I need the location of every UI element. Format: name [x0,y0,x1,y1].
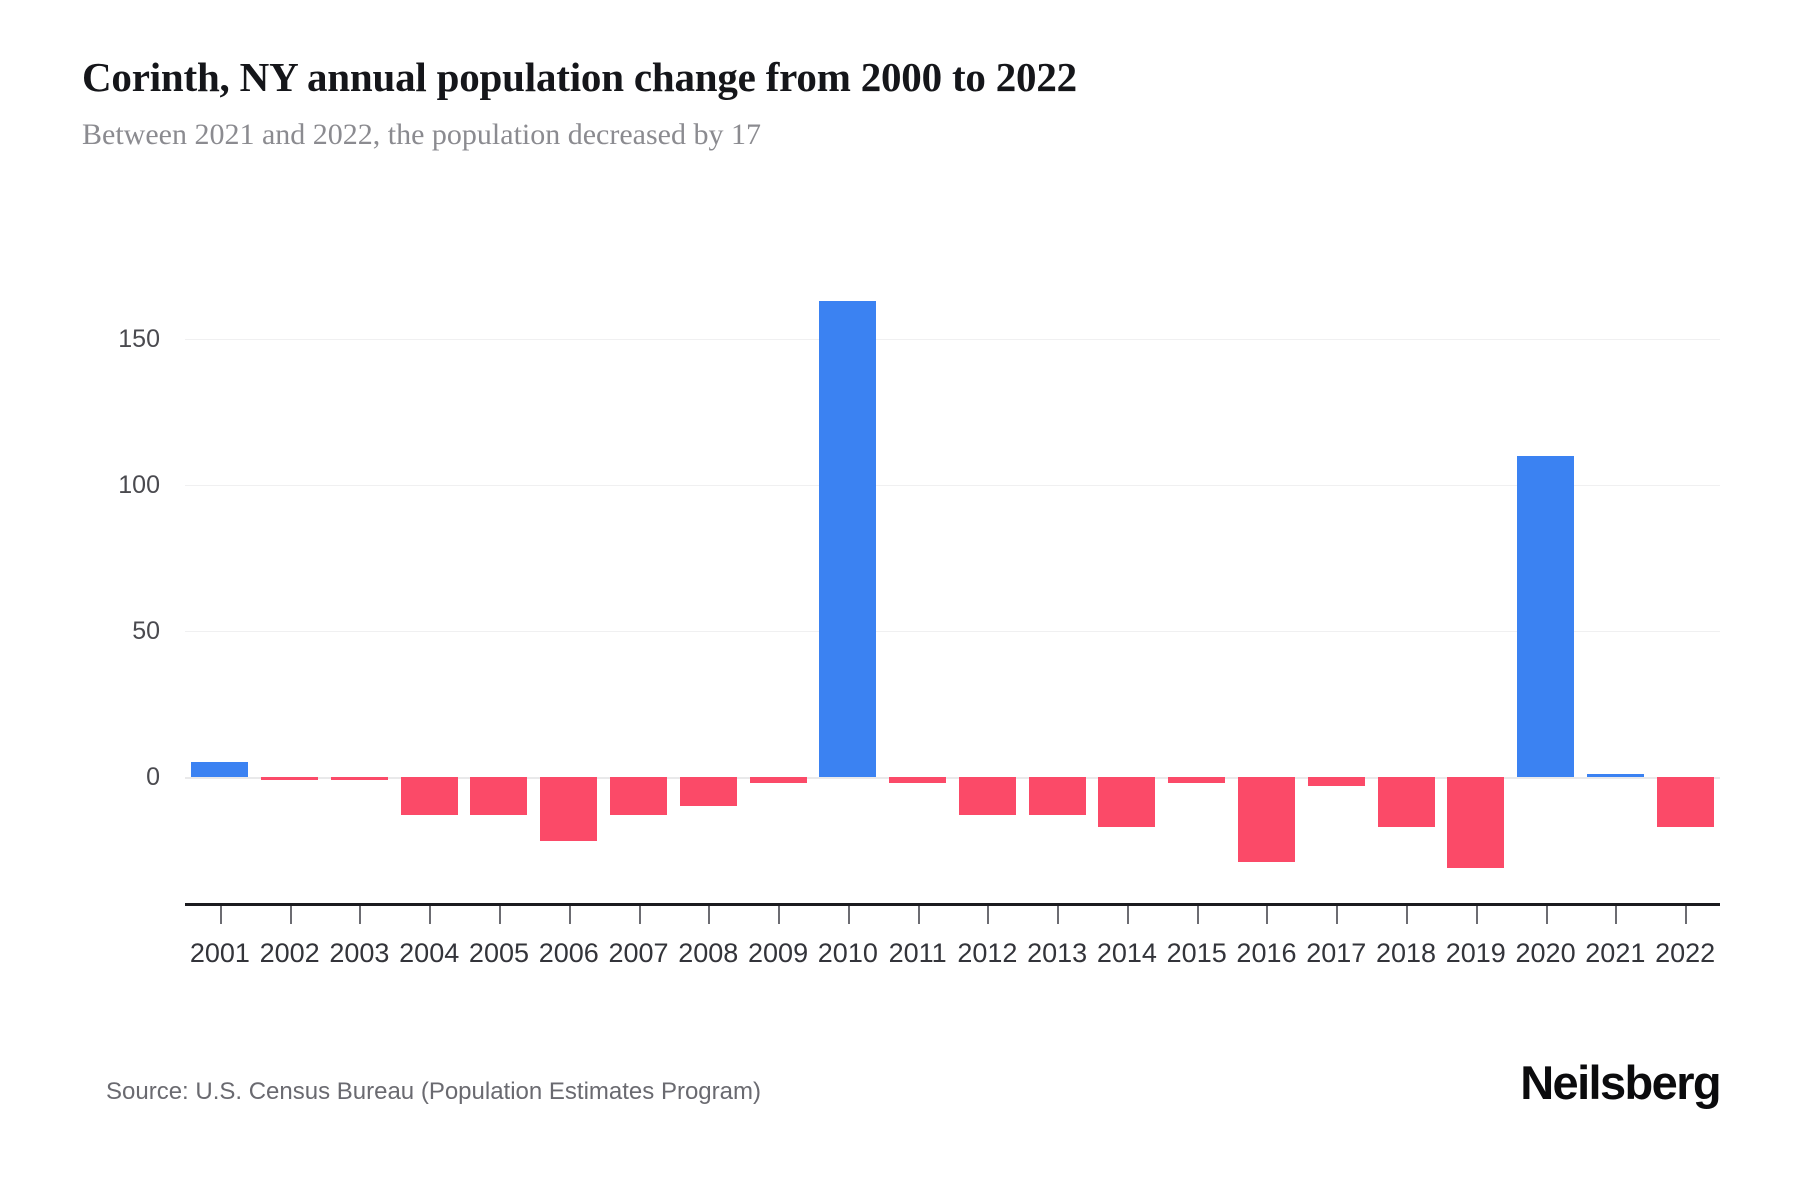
bar-2015[interactable] [1168,777,1226,783]
x-axis-tick [1266,906,1269,924]
x-axis-tick-label: 2016 [1236,938,1297,968]
x-axis-tick-label: 2014 [1096,938,1157,968]
x-axis-line [185,903,1720,906]
bar-2005[interactable] [470,777,528,815]
x-axis-tick [917,906,920,924]
x-axis-tick [498,906,501,924]
x-axis-tick-label: 2019 [1445,938,1506,968]
bar-2021[interactable] [1586,774,1644,777]
x-axis-tick-label: 2006 [538,938,599,968]
x-axis-tick-label: 2015 [1166,938,1227,968]
bar-2017[interactable] [1307,777,1365,786]
x-axis-tick [1545,906,1548,924]
y-axis-tick-label: 0 [146,763,160,791]
bar-2011[interactable] [889,777,947,783]
x-axis-tick [1336,906,1339,924]
bar-2020[interactable] [1517,455,1575,777]
x-axis-tick-label: 2018 [1375,938,1437,968]
y-axis-tick-label: 150 [118,325,160,353]
chart-header: Corinth, NY annual population change fro… [82,52,1702,155]
gridline [185,339,1720,340]
x-axis-tick [1475,906,1478,924]
x-axis-tick [359,906,362,924]
x-axis-tick-label: 2009 [748,938,809,968]
x-axis-tick-label: 2007 [608,938,669,968]
bar-2004[interactable] [400,777,458,815]
x-axis-tick-label: 2002 [259,938,320,968]
bar-2007[interactable] [610,777,668,815]
bar-2016[interactable] [1237,777,1295,862]
x-axis-tick-label: 2013 [1027,938,1088,968]
bar-2001[interactable] [191,762,249,777]
source-note: Source: U.S. Census Bureau (Population E… [106,1078,761,1105]
bar-2013[interactable] [1028,777,1086,815]
bar-2009[interactable] [749,777,807,783]
x-axis-tick [568,906,571,924]
x-axis-tick-label: 2001 [189,938,250,968]
x-axis-tick [847,906,850,924]
x-axis-tick [987,906,990,924]
x-axis-tick-label: 2011 [888,938,947,968]
chart-subtitle: Between 2021 and 2022, the population de… [82,118,761,151]
x-axis-tick-label: 2004 [399,938,460,968]
x-axis-tick-label: 2008 [678,938,739,968]
x-axis-tick [1057,906,1060,924]
x-axis-tick-label: 2017 [1306,938,1367,968]
bar-2018[interactable] [1377,777,1435,827]
y-axis-tick-label: 50 [132,617,160,645]
gridline [185,631,1720,632]
bar-2019[interactable] [1447,777,1505,868]
x-axis-tick [708,906,711,924]
bar-2022[interactable] [1656,777,1714,827]
bar-2006[interactable] [540,777,598,842]
bar-2002[interactable] [261,777,319,780]
x-axis-tick [638,906,641,924]
bar-series [185,0,1720,1200]
y-axis-tick-label: 100 [118,471,160,499]
x-axis-tick-label: 2020 [1515,938,1576,968]
x-axis-tick [1126,906,1129,924]
x-axis-tick-label: 2022 [1655,938,1716,968]
bar-2014[interactable] [1098,777,1156,827]
gridlines [185,0,1720,1200]
zero-baseline [185,777,1720,779]
gridline [185,485,1720,486]
x-axis-tick-label: 2012 [957,938,1018,968]
bar-2003[interactable] [330,777,388,780]
page-title: Corinth, NY annual population change fro… [82,54,1077,100]
x-axis-tick [778,906,781,924]
brand-logo: Neilsberg [1520,1056,1721,1109]
x-axis-tick [1406,906,1409,924]
x-axis-tick [1615,906,1618,924]
x-axis-tick-label: 2003 [329,938,390,968]
x-axis-tick-label: 2010 [817,938,878,968]
bar-2010[interactable] [819,301,877,777]
x-axis-tick-label: 2005 [468,938,530,968]
x-axis-tick [1196,906,1199,924]
x-axis-tick [429,906,432,924]
bar-2008[interactable] [679,777,737,807]
x-axis-tick [289,906,292,924]
x-axis-tick [1685,906,1688,924]
x-axis-tick [219,906,222,924]
x-axis-tick-label: 2021 [1585,938,1646,968]
bar-2012[interactable] [958,777,1016,815]
